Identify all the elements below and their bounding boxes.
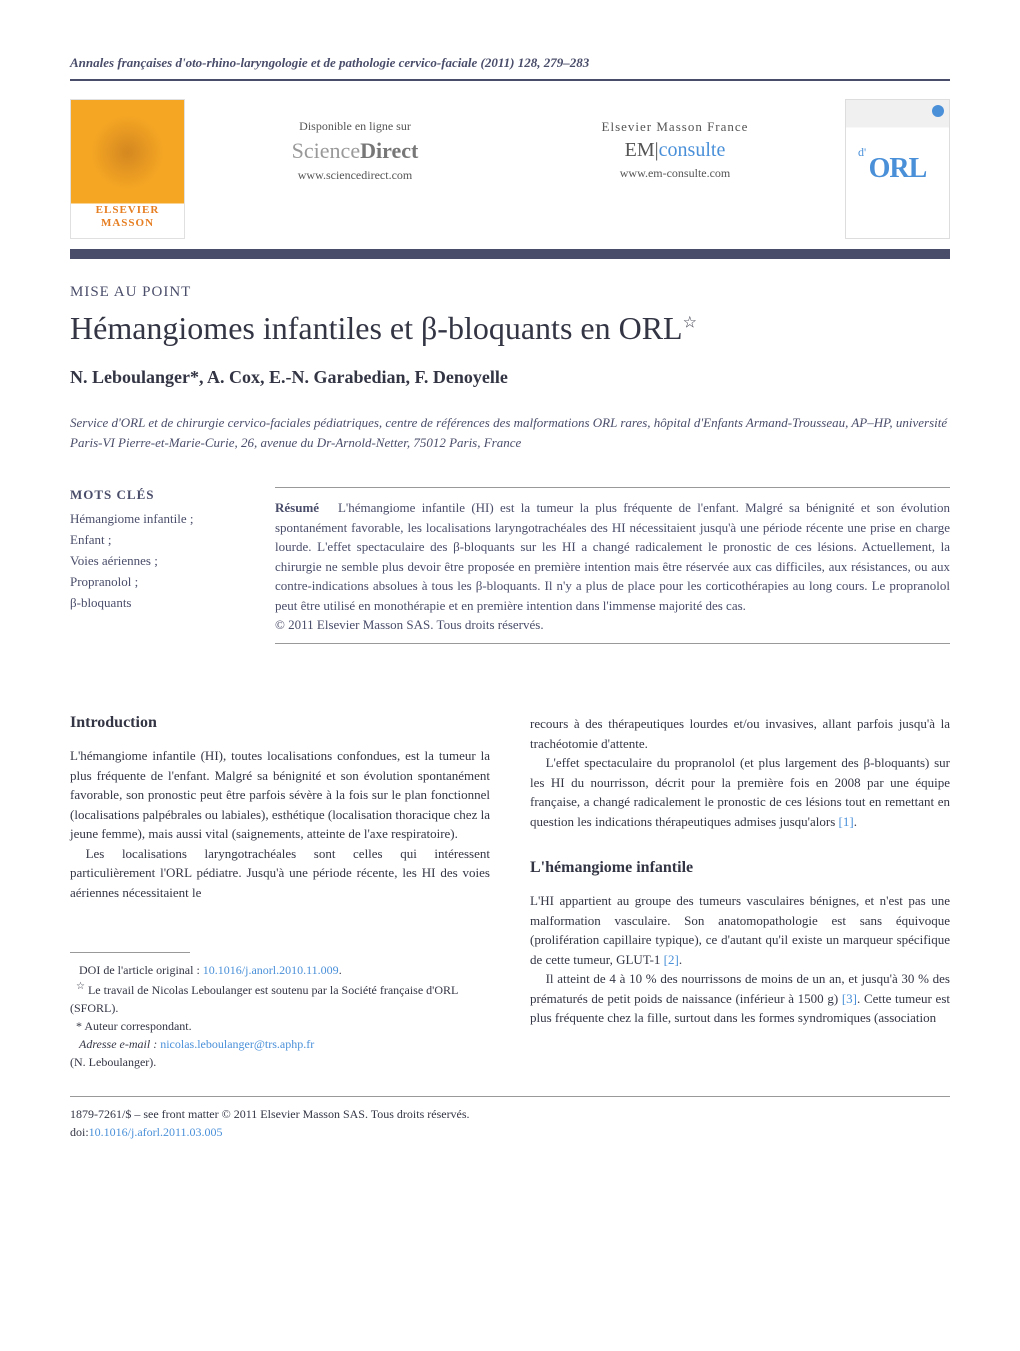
hi-p2: Il atteint de 4 à 10 % des nourrissons d… [530, 969, 950, 1028]
page-footer: 1879-7261/$ – see front matter © 2011 El… [70, 1105, 950, 1141]
intro-p2: Les localisations laryngotrachéales sont… [70, 844, 490, 903]
sciencedirect-logo: ScienceDirect [210, 138, 500, 164]
title-footnote-marker: ☆ [683, 314, 697, 331]
journal-cover-thumbnail: d' ORL [845, 99, 950, 239]
body-left-column: Introduction L'hémangiome infantile (HI)… [70, 714, 490, 1071]
cover-d-prefix: d' [858, 145, 866, 160]
ref-link-2[interactable]: [2] [664, 952, 679, 967]
body-right-column: recours à des thérapeutiques lourdes et/… [530, 714, 950, 1071]
ref-link-1[interactable]: [1] [839, 814, 854, 829]
footer-doi-link[interactable]: 10.1016/j.aforl.2011.03.005 [89, 1125, 223, 1139]
footnote-star: ☆ Le travail de Nicolas Leboulanger est … [70, 979, 490, 1017]
header-center: Disponible en ligne sur ScienceDirect ww… [210, 99, 820, 239]
hi-p1: L'HI appartient au groupe des tumeurs va… [530, 891, 950, 969]
abstract-column: Résumé L'hémangiome infantile (HI) est l… [275, 487, 950, 644]
emconsulte-url[interactable]: www.em-consulte.com [530, 166, 820, 181]
sciencedirect-label: Disponible en ligne sur [210, 119, 500, 134]
keywords-column: MOTS CLÉS Hémangiome infantile ; Enfant … [70, 487, 235, 644]
header-banner: ELSEVIER MASSON Disponible en ligne sur … [70, 99, 950, 239]
article-title: Hémangiomes infantiles et β-bloquants en… [70, 309, 950, 347]
sciencedirect-block: Disponible en ligne sur ScienceDirect ww… [210, 99, 500, 239]
footnotes-divider [70, 952, 190, 953]
journal-citation: Annales françaises d'oto-rhino-laryngolo… [70, 55, 950, 71]
authors: N. Leboulanger*, A. Cox, E.-N. Garabedia… [70, 367, 950, 388]
elsevier-text: ELSEVIER MASSON [96, 204, 160, 230]
cover-orl-text: ORL [869, 153, 927, 185]
thick-divider [70, 249, 950, 259]
intro-heading: Introduction [70, 714, 490, 732]
keywords-heading: MOTS CLÉS [70, 487, 235, 503]
intro-p3: recours à des thérapeutiques lourdes et/… [530, 714, 950, 753]
body-two-columns: Introduction L'hémangiome infantile (HI)… [70, 714, 950, 1071]
abstract-text: Résumé L'hémangiome infantile (HI) est l… [275, 498, 950, 615]
affiliation: Service d'ORL et de chirurgie cervico-fa… [70, 413, 950, 452]
footnotes: DOI de l'article original : 10.1016/j.an… [70, 961, 490, 1071]
abstract-copyright: © 2011 Elsevier Masson SAS. Tous droits … [275, 617, 950, 633]
emconsulte-label: Elsevier Masson France [530, 119, 820, 135]
footnote-name: (N. Leboulanger). [70, 1053, 490, 1071]
intro-p1: L'hémangiome infantile (HI), toutes loca… [70, 746, 490, 844]
emconsulte-block: Elsevier Masson France EM|consulte www.e… [530, 99, 820, 239]
intro-p4: L'effet spectaculaire du propranolol (et… [530, 753, 950, 831]
hi-heading: L'hémangiome infantile [530, 859, 950, 877]
abstract-container: MOTS CLÉS Hémangiome infantile ; Enfant … [70, 487, 950, 644]
footnote-doi: DOI de l'article original : 10.1016/j.an… [70, 961, 490, 979]
elsevier-masson-logo: ELSEVIER MASSON [70, 99, 185, 239]
footnote-corresponding: * Auteur correspondant. [70, 1017, 490, 1035]
abstract-label: Résumé [275, 500, 319, 515]
emconsulte-logo: EM|consulte [530, 139, 820, 162]
doi-original-link[interactable]: 10.1016/j.anorl.2010.11.009 [203, 963, 339, 977]
keywords-list: Hémangiome infantile ; Enfant ; Voies aé… [70, 509, 235, 613]
author-email-link[interactable]: nicolas.leboulanger@trs.aphp.fr [160, 1037, 314, 1051]
ref-link-3[interactable]: [3] [842, 991, 857, 1006]
page-footer-divider [70, 1096, 950, 1097]
header-divider [70, 79, 950, 81]
article-type: MISE AU POINT [70, 284, 950, 301]
footer-copyright: 1879-7261/$ – see front matter © 2011 El… [70, 1105, 950, 1123]
footnote-email: Adresse e-mail : nicolas.leboulanger@trs… [70, 1035, 490, 1053]
footer-doi: doi:10.1016/j.aforl.2011.03.005 [70, 1123, 950, 1141]
sciencedirect-url[interactable]: www.sciencedirect.com [210, 168, 500, 183]
